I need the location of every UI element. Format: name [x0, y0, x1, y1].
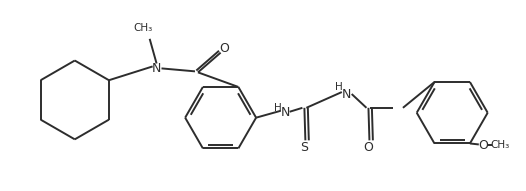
Text: H: H [335, 82, 343, 92]
Text: O: O [478, 139, 488, 152]
Text: CH₃: CH₃ [490, 140, 509, 151]
Text: O: O [363, 141, 373, 154]
Text: O: O [220, 42, 229, 55]
Text: N: N [281, 106, 290, 119]
Text: S: S [300, 141, 308, 154]
Text: N: N [152, 62, 161, 75]
Text: H: H [274, 103, 281, 113]
Text: N: N [342, 87, 351, 100]
Text: CH₃: CH₃ [133, 23, 153, 33]
